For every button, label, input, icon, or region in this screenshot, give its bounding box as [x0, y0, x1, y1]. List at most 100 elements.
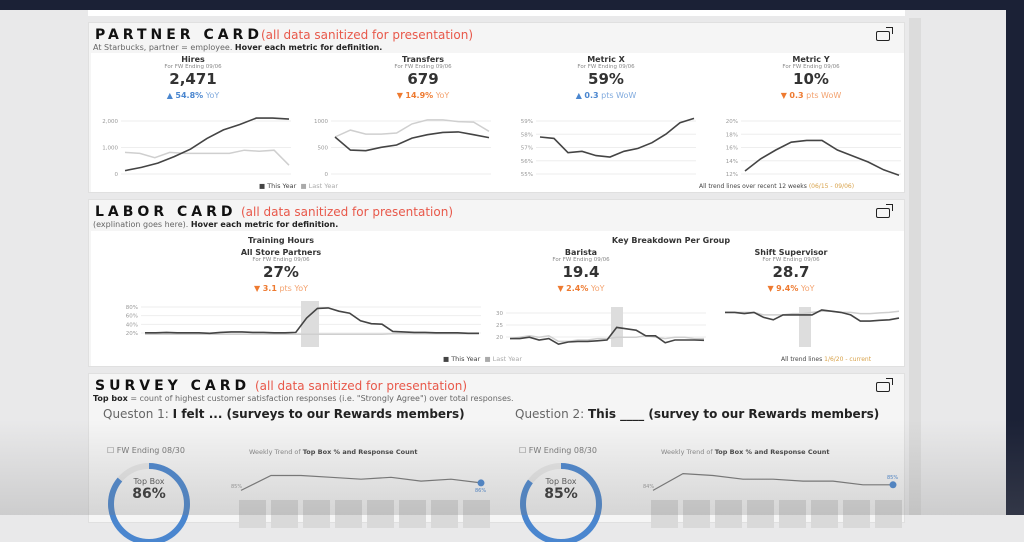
trend-title: Weekly Trend of Top Box % and Response C… — [661, 448, 829, 456]
metric-metric-x[interactable]: Metric X For FW Ending 09/06 59% ▲ 0.3 p… — [526, 55, 686, 100]
latest-point[interactable] — [477, 479, 485, 487]
top-box-line — [240, 474, 482, 491]
metric-change: ▼ 9.4% YoY — [767, 284, 815, 293]
metric-period: For FW Ending 09/06 — [252, 257, 310, 263]
latest-point[interactable] — [889, 481, 897, 489]
popout-icon[interactable] — [876, 378, 893, 392]
tick-label: 60% — [126, 314, 138, 320]
metric-metric-y[interactable]: Metric Y For FW Ending 09/06 10% ▼ 0.3 p… — [731, 55, 891, 100]
legend: ■ This Year ■ Last Year — [443, 355, 523, 363]
breakdown-title: Key Breakdown Per Group — [611, 236, 731, 245]
metric-value: 2,471 — [169, 70, 217, 88]
tick-label: 80% — [126, 305, 138, 311]
highlight-band — [799, 307, 811, 347]
metric-all-store-partners[interactable]: All Store Partners For FW Ending 09/06 2… — [201, 248, 361, 293]
popout-icon[interactable] — [876, 204, 893, 218]
training-hours-title: Training Hours — [248, 236, 314, 245]
tick-label: 18% — [726, 132, 738, 138]
tick-label: 57% — [521, 146, 533, 152]
metric-value: 10% — [793, 70, 829, 88]
tick-label: 1000 — [314, 119, 328, 125]
trend-chart[interactable]: 59% 58% 57% 56% 55% — [506, 109, 696, 179]
metric-name: Hires — [181, 55, 205, 64]
tick-label: 59% — [521, 119, 533, 125]
tick-label: 14% — [726, 159, 738, 165]
metric-value: 27% — [263, 263, 299, 281]
metric-change: ▼ 14.9% YoY — [396, 91, 450, 100]
triangle-down-icon: ▼ — [780, 91, 787, 100]
card-title: SURVEY CARD — [95, 378, 251, 394]
highlight-band — [301, 301, 319, 347]
question-title: Queston 1: I felt ... (surveys to our Re… — [103, 407, 465, 421]
card-subtitle: At Starbucks, partner = employee. Hover … — [93, 43, 383, 52]
card-title: LABOR CARD — [95, 204, 237, 220]
labor-card: LABOR CARD (all data sanitized for prese… — [88, 199, 905, 367]
tick-label: 20 — [496, 335, 503, 341]
trend-chart[interactable]: 20% 18% 16% 14% 12% — [711, 109, 901, 179]
metric-value: 679 — [407, 70, 439, 88]
question-title: Question 2: This ____ (survey to our Rew… — [515, 407, 880, 421]
tick-label: 20% — [126, 331, 138, 337]
card-title: PARTNER CARD — [95, 27, 263, 43]
metric-change: ▼ 0.3 pts WoW — [780, 91, 842, 100]
start-label: 85% — [231, 484, 242, 490]
metric-period: For FW Ending 09/06 — [164, 64, 222, 70]
this-year-line — [124, 117, 290, 172]
end-label: 86% — [475, 488, 486, 494]
partner-card: PARTNER CARD (all data sanitized for pre… — [88, 22, 905, 193]
metric-change: ▼ 2.4% YoY — [557, 284, 605, 293]
photo-fade — [0, 420, 1024, 515]
metric-barista[interactable]: Barista For FW Ending 09/06 19.4 ▼ 2.4% … — [501, 248, 661, 293]
donut-label: Top Box85% — [526, 477, 596, 502]
fw-ending-checkbox[interactable]: ☐ FW Ending 08/30 — [107, 446, 185, 455]
metric-period: For FW Ending 09/06 — [394, 64, 452, 70]
metric-name: Barista — [564, 248, 598, 257]
fw-ending-checkbox[interactable]: ☐ FW Ending 08/30 — [519, 446, 597, 455]
this-year-line — [334, 131, 490, 152]
metric-name: All Store Partners — [240, 248, 322, 257]
metric-period: For FW Ending 09/06 — [782, 64, 840, 70]
triangle-up-icon: ▲ — [575, 91, 582, 100]
metric-period: For FW Ending 09/06 — [762, 257, 820, 263]
window-edge — [1006, 0, 1024, 515]
donut-label: Top Box86% — [114, 477, 184, 502]
metric-shift-supervisor[interactable]: Shift Supervisor For FW Ending 09/06 28.… — [711, 248, 871, 293]
tick-label: 1,000 — [102, 146, 118, 152]
trend-chart[interactable] — [721, 301, 901, 351]
top-box-donut — [520, 463, 602, 542]
scrollbar[interactable] — [909, 18, 921, 515]
tick-label: 56% — [521, 159, 533, 165]
metric-value: 59% — [588, 70, 624, 88]
metric-change: ▲ 54.8% YoY — [166, 91, 220, 100]
tick-label: 25 — [496, 323, 503, 329]
card-subtitle: Top box = count of highest customer sati… — [93, 394, 514, 403]
tick-label: 500 — [318, 146, 329, 152]
top-bar — [0, 0, 1024, 10]
labor-panel: Training Hours Key Breakdown Per Group A… — [91, 231, 904, 366]
end-label: 85% — [887, 475, 898, 481]
trend-chart[interactable]: 80% 60% 40% 20% — [111, 301, 481, 351]
triangle-up-icon: ▲ — [166, 91, 173, 100]
last-year-line — [124, 149, 290, 166]
this-year-line — [145, 307, 479, 335]
metric-hires[interactable]: Hires For FW Ending 09/06 2,471 ▲ 54.8% … — [113, 55, 273, 100]
this-year-line — [539, 117, 695, 158]
trend-note: All trend lines over recent 12 weeks (06… — [699, 183, 855, 190]
tick-label: 2,000 — [102, 119, 118, 125]
popout-icon[interactable] — [876, 27, 893, 41]
metric-transfers[interactable]: Transfers For FW Ending 09/06 679 ▼ 14.9… — [343, 55, 503, 100]
last-year-line — [334, 119, 490, 138]
trend-chart[interactable]: 30 25 20 — [476, 301, 706, 351]
this-year-line — [510, 326, 705, 346]
top-box-line — [652, 472, 893, 491]
donut-arc — [108, 463, 190, 542]
trend-chart[interactable]: 1000 500 0 — [301, 109, 491, 179]
metric-name: Transfers — [402, 55, 444, 64]
tick-label: 12% — [726, 172, 738, 178]
donut-arc — [520, 463, 602, 542]
trend-chart[interactable]: 2,000 1,000 0 — [91, 109, 291, 179]
tick-label: 20% — [726, 119, 738, 125]
this-year-line — [744, 139, 900, 176]
top-box-donut — [108, 463, 190, 542]
triangle-down-icon: ▼ — [396, 91, 403, 100]
